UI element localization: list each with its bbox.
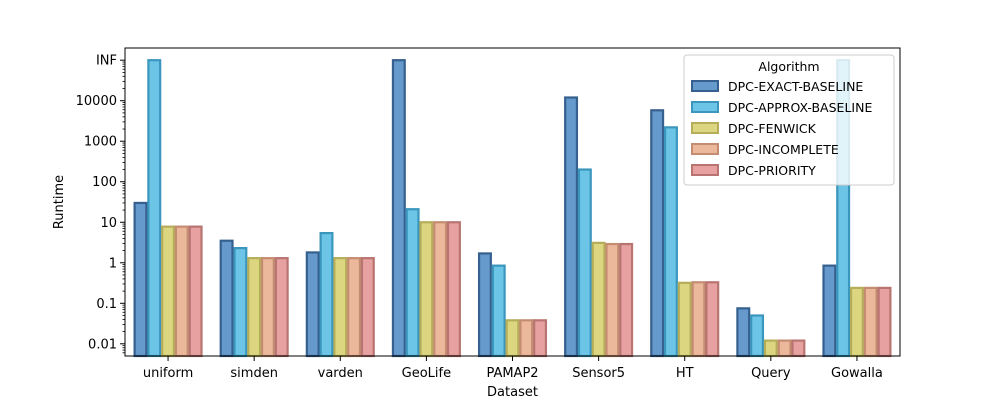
y-tick-label: 0.1: [96, 297, 117, 312]
bar-dpc-fenwick-query: [763, 339, 778, 358]
y-tick-label: 10000: [76, 94, 117, 109]
bar-dpc-exact-baseline-sensor5: [564, 96, 579, 358]
legend-swatch: [691, 143, 719, 155]
bar-dpc-incomplete-simden: [260, 257, 275, 358]
bar-dpc-fenwick-sensor5: [591, 241, 606, 358]
x-tick-label-gowalla: Gowalla: [831, 366, 883, 381]
bar-dpc-approx-baseline-ht: [663, 126, 678, 358]
y-tick-label: 1: [109, 256, 117, 271]
bar-dpc-priority-varden: [360, 257, 375, 358]
bar-dpc-priority-sensor5: [619, 242, 634, 358]
bar-dpc-priority-simden: [274, 257, 289, 358]
legend-swatch: [691, 80, 719, 92]
bar-dpc-fenwick-geolife: [419, 221, 434, 358]
legend-swatch: [691, 122, 719, 134]
legend-label: DPC-APPROX-BASELINE: [728, 100, 872, 115]
legend-swatch: [691, 101, 719, 113]
x-axis-ticks: uniform simden varden GeoLife PAMAP2 Sensor5 H…: [143, 356, 883, 381]
legend-swatch: [691, 164, 719, 176]
bar-dpc-fenwick-ht: [677, 281, 692, 358]
legend-box: [683, 54, 895, 186]
bar-dpc-priority-geolife: [446, 221, 461, 358]
bar-dpc-priority-ht: [705, 281, 720, 358]
legend-label: DPC-INCOMPLETE: [728, 142, 839, 157]
bar-dpc-exact-baseline-pamap2: [477, 252, 492, 358]
bar-dpc-exact-baseline-query: [736, 307, 751, 358]
y-axis-title: Runtime: [52, 175, 67, 229]
bar-dpc-incomplete-pamap2: [519, 319, 534, 358]
bar-dpc-priority-gowalla: [877, 286, 892, 358]
bar-dpc-exact-baseline-ht: [650, 109, 665, 358]
x-tick-label-query: Query: [751, 366, 791, 381]
bar-dpc-approx-baseline-pamap2: [491, 264, 506, 358]
x-axis-title: Dataset: [487, 385, 538, 400]
x-tick-label-sensor5: Sensor5: [572, 366, 625, 381]
bar-dpc-approx-baseline-uniform: [147, 59, 162, 358]
bar-dpc-incomplete-gowalla: [863, 286, 878, 358]
bar-dpc-fenwick-pamap2: [505, 319, 520, 358]
bar-dpc-incomplete-varden: [347, 257, 362, 358]
bar-dpc-priority-pamap2: [533, 319, 548, 358]
bar-dpc-incomplete-sensor5: [605, 242, 620, 358]
y-tick-label: 100: [92, 175, 117, 190]
x-tick-label-varden: varden: [318, 366, 363, 381]
bar-dpc-approx-baseline-geolife: [405, 208, 420, 358]
bar-dpc-fenwick-varden: [333, 257, 348, 358]
legend-title: Algorithm: [758, 59, 819, 74]
bar-dpc-approx-baseline-query: [750, 314, 765, 358]
y-tick-label: 0.01: [88, 337, 117, 352]
bar-dpc-fenwick-gowalla: [849, 286, 864, 358]
bar-dpc-incomplete-uniform: [174, 225, 189, 358]
x-tick-label-geolife: GeoLife: [402, 366, 451, 381]
x-tick-label-simden: simden: [230, 366, 278, 381]
x-tick-label-ht: HT: [676, 366, 694, 381]
legend-label: DPC-FENWICK: [728, 121, 817, 136]
legend-label: DPC-EXACT-BASELINE: [728, 79, 863, 94]
y-axis-ticks: 0.01 0.1 1 10 100 1000 10000 INF: [76, 54, 125, 354]
bar-dpc-exact-baseline-varden: [305, 251, 320, 358]
bar-dpc-incomplete-query: [777, 339, 792, 358]
bars-layer: [133, 59, 892, 358]
x-tick-label-uniform: uniform: [143, 366, 193, 381]
bar-dpc-exact-baseline-simden: [219, 239, 234, 358]
y-tick-label: 1000: [84, 135, 117, 150]
legend: Algorithm DPC-EXACT-BASELINE DPC-APPROX-B…: [683, 54, 895, 186]
bar-dpc-approx-baseline-sensor5: [577, 168, 592, 358]
bar-dpc-fenwick-simden: [247, 257, 262, 358]
bar-dpc-exact-baseline-gowalla: [822, 264, 837, 358]
bar-dpc-priority-uniform: [188, 225, 203, 358]
bar-dpc-exact-baseline-uniform: [133, 201, 148, 358]
bar-dpc-approx-baseline-varden: [319, 231, 334, 358]
bar-dpc-approx-baseline-simden: [233, 247, 248, 358]
bar-dpc-incomplete-geolife: [433, 221, 448, 358]
bar-dpc-exact-baseline-geolife: [391, 59, 406, 358]
x-tick-label-pamap2: PAMAP2: [486, 366, 538, 381]
bar-dpc-priority-query: [791, 339, 806, 358]
legend-label: DPC-PRIORITY: [728, 163, 816, 178]
y-tick-label: INF: [96, 54, 117, 69]
bar-dpc-fenwick-uniform: [161, 225, 176, 358]
y-tick-label: 10: [100, 216, 117, 231]
bar-dpc-incomplete-ht: [691, 281, 706, 358]
